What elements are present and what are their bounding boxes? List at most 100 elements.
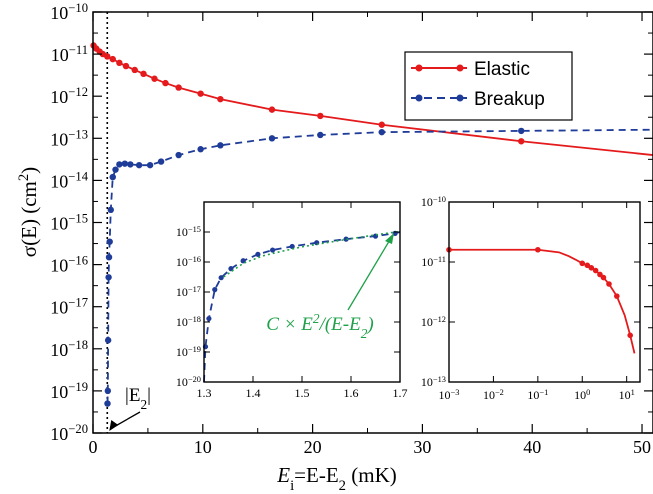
tick-exponent: −2 (495, 388, 504, 397)
breakup-series-point (268, 135, 276, 142)
inset-elastic-point (588, 265, 595, 271)
x-tick-label: 50 (633, 437, 651, 457)
text-part: i (290, 478, 294, 494)
tick-exponent: −10 (433, 195, 446, 204)
legend-box (404, 51, 573, 121)
inset-fit-line (223, 230, 401, 278)
breakup-series-point (106, 238, 113, 245)
tick-exponent: −19 (188, 345, 201, 354)
inset-breakup-point (255, 251, 261, 257)
annotation-fit-arrowhead (385, 233, 394, 244)
tick-base: 10 (50, 382, 68, 402)
tick-exponent: −20 (188, 375, 201, 384)
inset2-x-tick-label: 101 (619, 388, 635, 403)
inset2-x-tick-label: 10−1 (527, 388, 548, 403)
tick-base: 10 (50, 87, 68, 107)
inset1-y-tick-label: 10−15 (176, 225, 201, 240)
text-part: E (276, 463, 290, 487)
tick-base: 10 (527, 388, 539, 402)
legend-elastic-marker (415, 64, 423, 72)
inset2-y-tick-label: 10−11 (421, 255, 446, 270)
y-tick-label: 10−15 (50, 212, 88, 234)
elastic-series-point (151, 75, 158, 82)
tick-exponent: −12 (433, 315, 446, 324)
x-tick-label: 0 (89, 437, 98, 457)
tick-exponent: −13 (433, 375, 446, 384)
inset2-x-tick-label: 100 (574, 388, 590, 403)
elastic-series-point (109, 55, 116, 63)
tick-exponent: −11 (433, 255, 446, 264)
breakup-series-point (317, 131, 324, 139)
x-tick-label: 30 (413, 437, 431, 457)
breakup-series-point (135, 161, 143, 169)
breakup-series-point (175, 151, 182, 159)
inset1-y-tick-label: 10−19 (176, 345, 201, 360)
inset-breakup-point (212, 287, 218, 293)
tick-base: 10 (421, 375, 433, 389)
y-tick-label: 10−16 (50, 254, 88, 276)
tick-exponent: −16 (68, 254, 88, 268)
inset-breakup-plot: 1.3 1.4 1.5 1.6 1.710−2010−1910−1810−1710−16… (176, 201, 408, 400)
tick-exponent: −12 (68, 85, 88, 99)
legend: Elastic Breakup (404, 51, 573, 121)
text-part: |E (125, 385, 140, 406)
inset-elastic-point (592, 267, 599, 274)
breakup-series-point (105, 274, 112, 281)
tick-exponent: −14 (68, 169, 88, 183)
breakup-series-point (157, 158, 165, 165)
inset-breakup-point (206, 315, 212, 322)
tick-base: 10 (50, 171, 68, 191)
elastic-series-point (131, 66, 138, 74)
x-axis-title: Ei=E-E2 (mK) (276, 463, 397, 494)
breakup-series-point (104, 400, 111, 407)
tick-exponent: −1 (539, 388, 548, 397)
legend-breakup-marker (415, 94, 423, 102)
tick-base: 10 (176, 285, 188, 299)
text-part: ) (366, 314, 373, 335)
main-axes: 0 10 20 30 40 5010−2010−1910−1810−1710−1610−1… (50, 1, 653, 457)
text-part: 2 (16, 174, 32, 181)
tick-exponent: −20 (68, 422, 88, 436)
y-tick-label: 10−14 (50, 169, 88, 191)
inset-elastic-point (535, 246, 541, 253)
breakup-series-point (518, 127, 525, 135)
y-tick-label: 10−20 (50, 422, 88, 444)
inset2-y-tick-label: 10−12 (421, 315, 446, 330)
breakup-series-point (121, 160, 129, 167)
tick-base: 10 (421, 195, 433, 209)
elastic-series-point (317, 112, 324, 120)
inset-elastic-point (579, 260, 586, 267)
y-tick-label: 10−17 (50, 296, 88, 318)
inset-elastic-point (584, 262, 591, 269)
tick-base: 10 (421, 255, 433, 269)
y-tick-label: 10−13 (50, 127, 88, 149)
y-axis-title: σ(E) (cm2) (16, 167, 41, 257)
breakup-series-point (127, 161, 134, 168)
text-part: =E-E (294, 463, 339, 487)
tick-exponent: −16 (188, 255, 201, 264)
tick-base: 10 (50, 3, 68, 23)
y-tick-label: 10−12 (50, 85, 88, 107)
tick-exponent: −18 (68, 338, 88, 352)
tick-base: 10 (176, 315, 188, 329)
tick-exponent: −13 (68, 127, 88, 141)
main-series (90, 42, 653, 407)
breakup-series-point (197, 146, 204, 153)
breakup-series-point (146, 161, 154, 169)
tick-exponent: −11 (69, 43, 88, 57)
tick-base: 10 (50, 340, 68, 360)
inset-breakup-point (270, 247, 276, 253)
tick-base: 10 (483, 388, 495, 402)
tick-exponent: 1 (631, 388, 635, 397)
tick-base: 10 (50, 129, 68, 149)
inset1-y-tick-label: 10−16 (176, 255, 201, 270)
x-tick-label: 40 (523, 437, 541, 457)
tick-base: 10 (50, 256, 68, 276)
inset-breakup-point (343, 236, 349, 242)
inset1-x-tick-label: 1.5 (295, 386, 310, 400)
breakup-series-point (107, 206, 114, 214)
inset1-y-tick-label: 10−20 (176, 375, 201, 390)
breakup-series-point (217, 142, 224, 149)
inset1-x-tick-label: 1.4 (246, 386, 261, 400)
